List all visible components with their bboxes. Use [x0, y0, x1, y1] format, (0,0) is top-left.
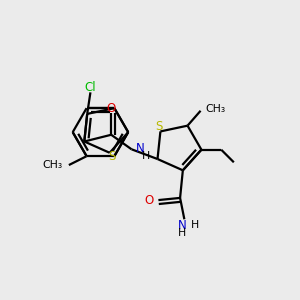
Text: H: H — [141, 151, 150, 161]
Text: H: H — [191, 220, 200, 230]
Text: N: N — [136, 142, 144, 155]
Text: O: O — [106, 101, 116, 115]
Text: Cl: Cl — [85, 81, 96, 94]
Text: N: N — [178, 219, 187, 232]
Text: CH₃: CH₃ — [43, 160, 63, 170]
Text: O: O — [144, 194, 153, 207]
Text: S: S — [108, 150, 115, 163]
Text: CH₃: CH₃ — [206, 104, 226, 114]
Text: S: S — [156, 120, 163, 133]
Text: H: H — [178, 228, 187, 238]
